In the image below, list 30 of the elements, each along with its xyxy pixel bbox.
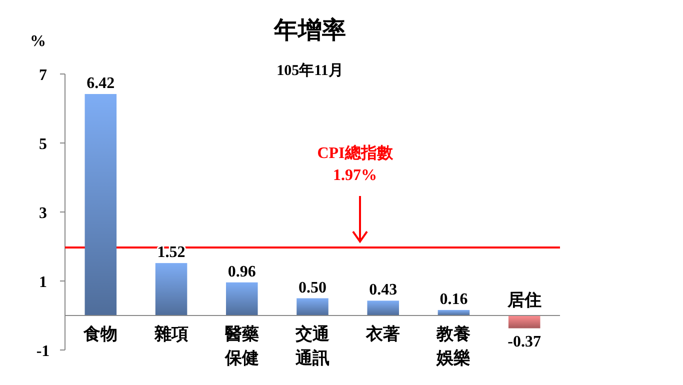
chart-subtitle: 105年11月 bbox=[276, 62, 344, 79]
x-tick-label: 醫藥保健 bbox=[224, 324, 259, 368]
x-tick-label: 居住 bbox=[506, 290, 542, 310]
ref-line-label: CPI總指數 1.97% bbox=[317, 144, 394, 184]
y-tick-label: 7 bbox=[39, 67, 47, 84]
x-tick-label: 食物 bbox=[82, 324, 118, 344]
x-tick-label: 衣著 bbox=[365, 324, 400, 344]
x-tick-label: 交通通訊 bbox=[294, 324, 330, 368]
bar bbox=[226, 282, 258, 316]
y-axis-title: % bbox=[30, 33, 46, 50]
data-label: -0.37 bbox=[508, 333, 542, 350]
x-tick-label: 雜項 bbox=[153, 324, 188, 344]
bar bbox=[296, 298, 328, 316]
bar bbox=[508, 316, 540, 328]
y-tick-label: 3 bbox=[39, 205, 47, 222]
bar bbox=[438, 310, 470, 316]
y-tick-label: 1 bbox=[39, 274, 47, 291]
data-label: 0.50 bbox=[298, 279, 326, 296]
y-tick-label: 5 bbox=[39, 136, 47, 153]
data-label: 0.16 bbox=[440, 290, 468, 308]
bar bbox=[367, 300, 399, 316]
bar bbox=[155, 263, 188, 316]
chart-title: 年增率 bbox=[273, 17, 346, 44]
y-tick-label: -1 bbox=[36, 343, 50, 360]
data-label: 0.96 bbox=[228, 263, 256, 280]
bar bbox=[84, 94, 117, 316]
data-label: 6.42 bbox=[86, 75, 115, 92]
x-tick-label: 教養娛樂 bbox=[436, 324, 471, 368]
data-label: 0.43 bbox=[369, 282, 398, 299]
data-label: 1.52 bbox=[157, 244, 186, 262]
